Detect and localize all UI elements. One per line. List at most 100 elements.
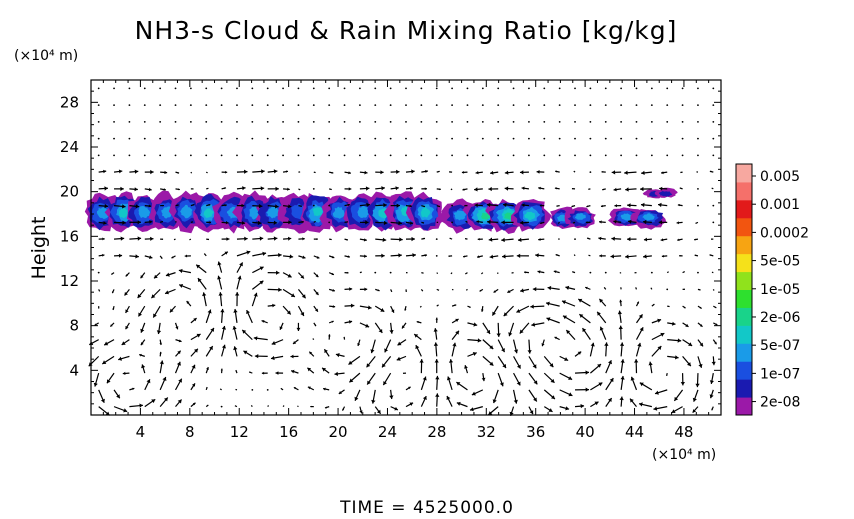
wind-vector <box>451 342 457 357</box>
wind-vector-dot <box>359 137 361 140</box>
wind-vector <box>528 406 534 415</box>
wind-vector <box>697 288 701 291</box>
wind-vector-head <box>540 222 542 224</box>
wind-vector <box>577 298 591 307</box>
wind-vector-head <box>636 301 639 304</box>
x-tick-label: 4 <box>136 423 146 441</box>
wind-vector-dot <box>558 87 561 90</box>
wind-vector <box>405 137 407 140</box>
wind-vector-head <box>599 326 604 331</box>
wind-vector-dot <box>282 87 284 90</box>
wind-vector <box>610 254 622 259</box>
wind-vector-dot <box>681 154 684 157</box>
wind-vector <box>562 315 576 324</box>
wind-vector-head <box>349 287 353 291</box>
wind-vector <box>651 345 662 357</box>
wind-vector <box>482 322 491 335</box>
wind-vector-head <box>433 328 438 332</box>
wind-vector-head <box>204 253 206 255</box>
wind-vector <box>599 326 607 340</box>
wind-vector <box>643 254 652 259</box>
wind-vector <box>521 203 529 207</box>
wind-vector <box>436 205 441 208</box>
wind-vector <box>575 387 590 392</box>
wind-vector <box>420 137 423 140</box>
wind-vector-head <box>411 169 415 174</box>
wind-vector-dot <box>389 120 392 123</box>
wind-vector-dot <box>220 137 223 140</box>
wind-vector-head <box>611 236 615 241</box>
wind-vector <box>503 305 514 317</box>
wind-vector <box>712 154 715 157</box>
wind-vector <box>140 272 146 279</box>
wind-vector-head <box>272 303 276 308</box>
wind-vector <box>451 288 454 291</box>
wind-vector-head <box>476 220 480 224</box>
wind-vector <box>559 372 573 381</box>
wind-vector <box>250 405 253 408</box>
wind-vector <box>571 188 576 190</box>
wind-vector-head <box>409 204 412 208</box>
wind-vector-dot <box>205 104 208 107</box>
wind-vector-head <box>148 187 152 192</box>
wind-vector-dot <box>143 87 146 90</box>
wind-vector-dot <box>374 120 377 123</box>
wind-vector <box>113 204 126 209</box>
wind-vector-head <box>489 361 494 366</box>
wind-vector <box>128 137 131 140</box>
wind-vector-head <box>660 332 665 337</box>
wind-vector-head <box>138 312 142 317</box>
wind-vector-head <box>137 220 141 225</box>
wind-vector <box>328 255 335 259</box>
wind-vector-head <box>398 221 402 226</box>
wind-vector <box>125 322 130 330</box>
wind-vector <box>220 308 225 323</box>
wind-vector-head <box>243 350 248 355</box>
wind-vector-head <box>267 405 269 407</box>
wind-vector-head <box>635 287 637 289</box>
colorbar-label: 1e-07 <box>760 366 800 382</box>
wind-vector <box>205 137 208 140</box>
wind-vector <box>620 137 623 140</box>
wind-vector <box>512 154 515 157</box>
colorbar-label: 2e-08 <box>760 395 800 411</box>
wind-vector-dot <box>528 104 530 107</box>
cloud-contour <box>332 206 345 219</box>
wind-vector <box>543 154 546 157</box>
wind-vector-head <box>193 318 197 322</box>
wind-vector-head <box>579 314 584 318</box>
wind-vector <box>565 329 576 341</box>
wind-vector-dot <box>620 104 623 107</box>
wind-vector-head <box>288 236 292 241</box>
wind-vector-head <box>378 329 383 333</box>
colorbar-label: 1e-05 <box>760 282 800 298</box>
wind-vector-head <box>249 371 251 374</box>
wind-vector <box>252 251 267 257</box>
wind-vector-head <box>376 409 381 414</box>
wind-vector <box>635 287 638 290</box>
wind-vector <box>573 254 576 257</box>
wind-vector-dot <box>405 137 407 140</box>
wind-vector-dot <box>312 154 315 157</box>
wind-vector-head <box>360 271 362 273</box>
wind-vector-head <box>365 186 370 191</box>
wind-vector <box>682 339 693 347</box>
wind-vector <box>402 372 407 374</box>
wind-vector <box>357 339 361 347</box>
wind-vector <box>712 289 715 291</box>
wind-vector <box>521 186 530 190</box>
wind-vector <box>169 305 176 313</box>
wind-vector <box>374 406 382 415</box>
wind-vector-dot <box>574 137 576 140</box>
wind-vector-head <box>519 329 524 334</box>
wind-vector <box>572 271 576 274</box>
wind-vector-dot <box>189 104 192 107</box>
wind-vector-head <box>448 359 454 363</box>
wind-vector <box>625 187 637 192</box>
wind-vector-head <box>177 399 182 404</box>
wind-vector-head <box>415 345 420 350</box>
wind-vector-head <box>332 305 336 308</box>
wind-vector-head <box>555 254 558 256</box>
wind-vector <box>220 368 223 374</box>
wind-vector <box>144 378 151 391</box>
